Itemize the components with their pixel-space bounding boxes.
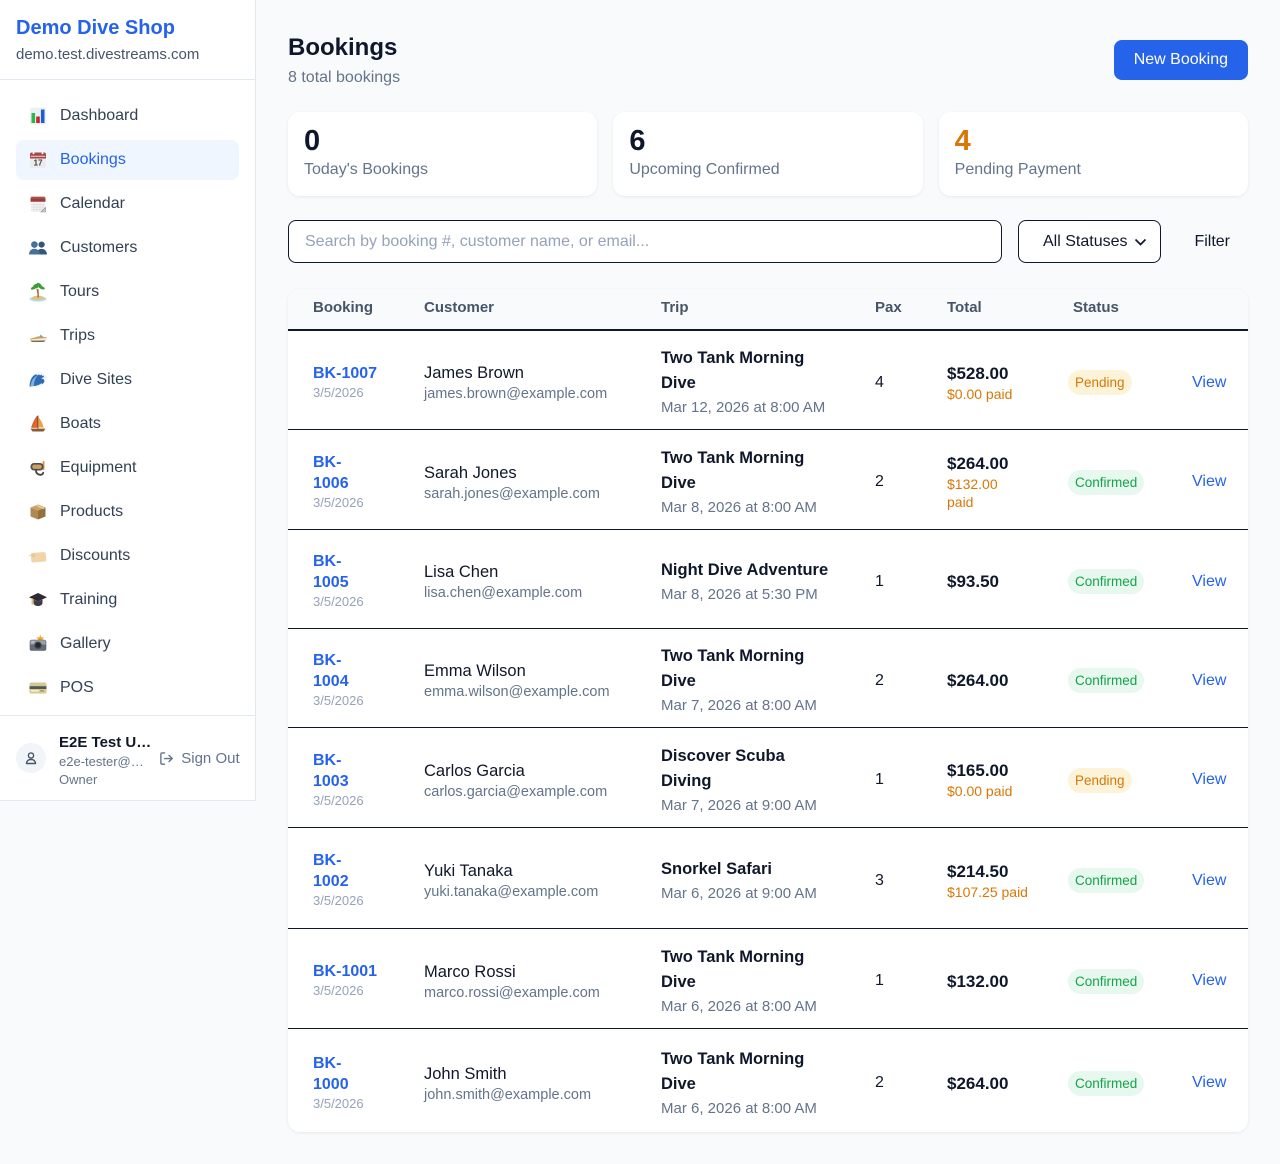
svg-text:17: 17 (33, 159, 43, 168)
